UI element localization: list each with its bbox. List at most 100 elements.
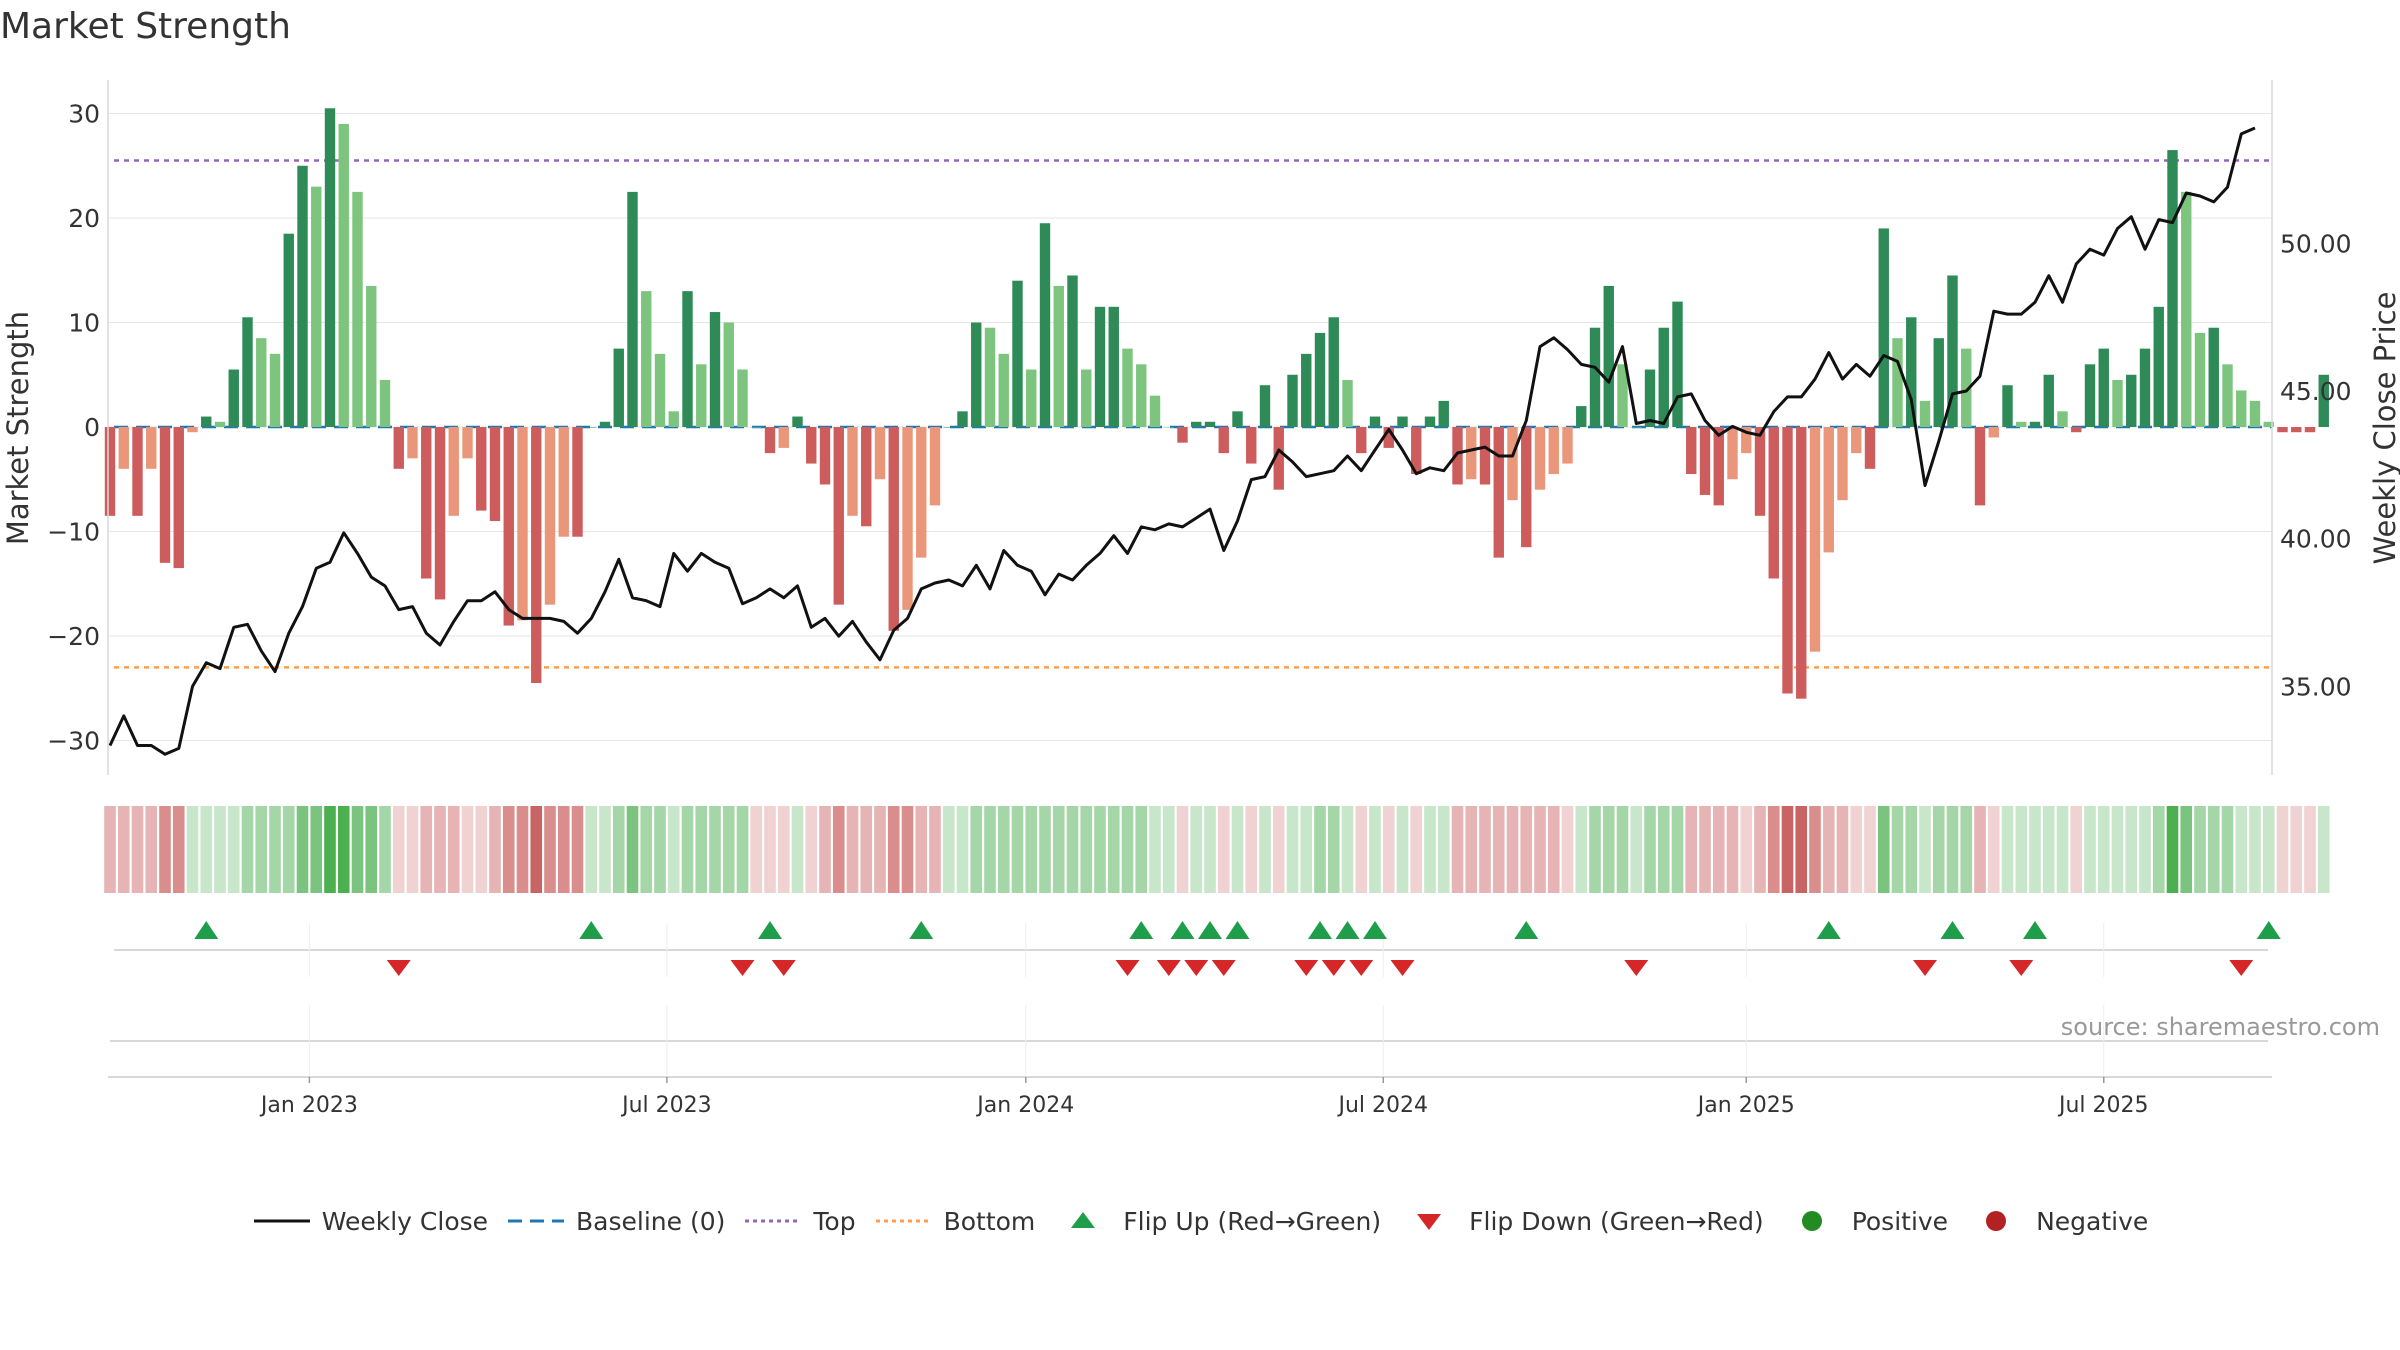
band-cell (571, 806, 584, 893)
strength-bar (709, 312, 721, 427)
strength-bar (1727, 427, 1738, 480)
band-cell (447, 806, 460, 893)
strength-bar (2291, 427, 2302, 433)
band-cell (1575, 806, 1588, 893)
strength-bar (1094, 306, 1106, 427)
legend-label: Bottom (943, 1206, 1036, 1236)
band-cell (296, 806, 309, 893)
strength-bar (902, 427, 913, 610)
strength-bar (929, 427, 941, 506)
legend-item: Flip Down (Green→Red) (1399, 1206, 1764, 1236)
band-cell (324, 806, 336, 893)
band-cell (1011, 806, 1024, 893)
band-cell (2152, 806, 2165, 893)
triangle-down-icon (1417, 1214, 1442, 1230)
band-cell (1300, 806, 1313, 893)
legend-item: Baseline (0) (506, 1206, 725, 1236)
strength-bar (1301, 353, 1312, 427)
flip-down-marker (1211, 960, 1236, 976)
band-cell (200, 806, 213, 893)
strength-bar (1218, 427, 1229, 454)
band-cell (172, 806, 185, 893)
strength-bar (393, 427, 404, 469)
strength-bar (806, 427, 817, 464)
strength-bar (379, 379, 391, 427)
strength-bar (1273, 427, 1284, 490)
strength-bar (668, 411, 679, 427)
strength-bar (599, 421, 611, 427)
strength-bar (1754, 427, 1766, 516)
strength-bar (173, 427, 184, 569)
flip-up-marker (1225, 921, 1250, 939)
strength-bar (751, 427, 762, 428)
strength-bar (764, 427, 776, 454)
strength-bar (2071, 427, 2082, 433)
y-tick-label: 10 (68, 309, 100, 338)
strength-bar (1369, 416, 1381, 427)
band-cell (351, 806, 364, 893)
strength-bar (1287, 374, 1298, 427)
band-cell (1135, 806, 1148, 893)
line-icon (253, 1219, 310, 1223)
band-cell (1369, 806, 1381, 893)
strength-bar (448, 427, 459, 516)
legend-item: Positive (1782, 1206, 1948, 1236)
band-cell (1932, 806, 1945, 893)
strength-bar (1108, 306, 1119, 427)
strength-bar (2098, 348, 2109, 427)
strength-bar (297, 165, 308, 427)
strength-bar (242, 317, 253, 427)
strength-bar (2222, 364, 2233, 427)
strength-bar (366, 285, 377, 427)
chart-title: Market Strength (0, 6, 291, 47)
strength-bar (723, 322, 734, 427)
strength-bar (1534, 427, 1546, 490)
x-tick-label: Jan 2023 (259, 1093, 358, 1118)
flip-up-marker (1816, 921, 1841, 939)
legend-swatch (1417, 1214, 1442, 1230)
band-cell (1204, 806, 1216, 893)
circle-icon (1986, 1211, 2007, 1231)
band-cell (310, 806, 323, 893)
band-cell (777, 806, 790, 893)
band-cell (1520, 806, 1533, 893)
axes: 30 20 10 0 −10 −20 −30 50.00 45.00 40.00 35.00 Mark… (1, 80, 2400, 775)
band-cell (736, 806, 749, 893)
strength-bar (1906, 317, 1917, 427)
band-cell (1561, 806, 1574, 893)
strength-bar (1163, 427, 1174, 428)
x-tick-label: Jan 2025 (1696, 1093, 1795, 1118)
flip-up-marker (579, 921, 604, 939)
band-cell (1094, 806, 1106, 893)
band-cell (227, 806, 240, 893)
strength-bar (1232, 411, 1243, 427)
band-cell (1314, 806, 1326, 893)
band-cell (1946, 806, 1959, 893)
y-axis-title: Market Strength (1, 311, 35, 545)
band-cell (530, 806, 543, 893)
strength-bar (1864, 427, 1876, 469)
strength-bar (1067, 275, 1078, 427)
flip-up-marker (1170, 921, 1195, 939)
band-cell (131, 806, 144, 893)
strength-bar (1246, 427, 1257, 464)
band-cell (1712, 806, 1725, 893)
x-tick-label: Jul 2024 (1336, 1093, 1428, 1118)
strength-bar (489, 427, 501, 522)
band-cell (1960, 806, 1973, 893)
legend-label: Weekly Close (321, 1206, 489, 1236)
legend-swatch (1986, 1211, 2007, 1231)
band-cell (1754, 806, 1766, 893)
band-cell (1864, 806, 1876, 893)
legend: Weekly Close Baseline (0) Top Bottom Flip Up… (0, 1206, 2400, 1236)
dotted-line-icon (875, 1219, 932, 1223)
strength-bar (1892, 338, 1903, 427)
strength-bar (1259, 385, 1271, 427)
band-cell (461, 806, 474, 893)
strength-bar (1988, 427, 1999, 438)
strength-bar (1947, 275, 1958, 427)
strength-bar (641, 291, 652, 427)
band-cell (695, 806, 708, 893)
strength-bar (1603, 285, 1614, 427)
strength-bar (2318, 374, 2329, 427)
